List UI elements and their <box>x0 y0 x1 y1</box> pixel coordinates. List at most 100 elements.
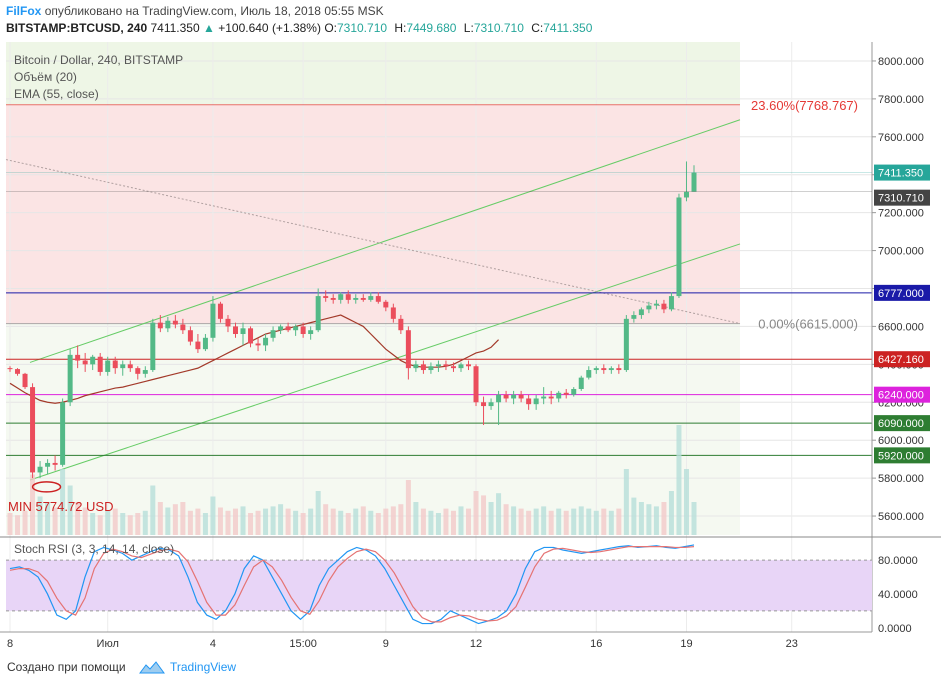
volume-bar <box>526 510 532 535</box>
candle <box>37 461 43 479</box>
candle <box>278 324 284 335</box>
candle <box>533 394 539 410</box>
candle-body <box>37 466 43 473</box>
candle <box>172 315 178 329</box>
candle <box>127 360 133 372</box>
candle-body <box>67 354 73 403</box>
volume-bar <box>428 510 434 535</box>
footer: Создано при помощи TradingView <box>0 652 941 688</box>
level-badge-label: 5920.000 <box>878 450 924 462</box>
volume-bar <box>338 510 344 535</box>
candle-body <box>571 388 577 395</box>
volume-bar <box>601 508 607 535</box>
change-arrow-icon: ▲ <box>202 21 215 35</box>
open-value: 7310.710 <box>336 21 388 35</box>
volume-bar <box>150 485 156 535</box>
candle-body <box>608 368 614 371</box>
candle-body <box>466 364 472 367</box>
candle-body <box>187 330 193 342</box>
candle-body <box>127 364 133 369</box>
volume-bar <box>165 507 171 535</box>
legend-item: Bitcoin / Dollar, 240, BITSTAMP <box>14 53 183 67</box>
candle-body <box>390 307 396 319</box>
volume-bar <box>450 510 456 535</box>
candle <box>683 161 689 202</box>
candle <box>270 326 276 342</box>
candle-body <box>22 373 28 388</box>
stoch-series-line <box>9 544 695 625</box>
published-text: опубликовано на TradingView.com, Июль 18… <box>44 4 384 18</box>
volume-bar <box>112 508 118 535</box>
time-tick-label: 16 <box>590 638 602 650</box>
tradingview-brand[interactable]: TradingView <box>170 660 237 674</box>
candle <box>263 334 269 352</box>
volume-bar <box>668 491 674 535</box>
publisher-name[interactable]: FilFox <box>6 4 42 18</box>
candle <box>345 290 351 304</box>
volume-bar <box>653 506 659 535</box>
candle <box>30 383 36 479</box>
volume-bar <box>67 485 73 535</box>
close-value: 7411.350 <box>543 21 593 35</box>
volume-bar <box>345 513 351 535</box>
level-badge <box>874 415 930 432</box>
candle-body <box>82 360 88 365</box>
level-badge-label: 6090.000 <box>878 418 924 430</box>
volume-bar <box>217 507 223 535</box>
candle-body <box>52 462 58 465</box>
price-chart[interactable]: 23.60%(7768.767) 0.00%(6615.000) MIN 5774.… <box>0 42 941 652</box>
candle <box>15 368 21 376</box>
candle-body <box>135 368 141 374</box>
level-badge-label: 6240.000 <box>878 390 924 402</box>
volume-bar <box>105 510 111 535</box>
volume-bar <box>135 513 141 535</box>
volume-bar <box>638 502 644 535</box>
price-badge-label: 7310.710 <box>878 193 924 205</box>
candle <box>308 326 314 340</box>
candle-body <box>105 360 111 372</box>
candle <box>368 292 374 302</box>
candle <box>503 390 509 403</box>
candle-body <box>526 398 532 405</box>
price-tick-label: 7200.000 <box>878 208 924 220</box>
volume-bar <box>120 513 126 535</box>
candle-body <box>232 326 238 335</box>
volume-bar <box>255 510 261 535</box>
candle-body <box>556 392 562 399</box>
candle <box>75 345 81 369</box>
volume-bar <box>248 513 254 535</box>
volume-bar <box>458 506 464 535</box>
time-tick-label: 15:00 <box>289 638 317 650</box>
candle-body <box>450 366 456 369</box>
candle-body <box>210 303 216 338</box>
candle-body <box>45 462 51 467</box>
candle-body <box>488 402 494 407</box>
volume-bar <box>511 506 517 535</box>
stoch-title: Stoch RSI (3, 3, 14, 14, close) <box>14 542 174 556</box>
candle <box>285 322 291 333</box>
candle <box>323 290 329 302</box>
candle-body <box>435 364 441 367</box>
volume-bar <box>586 508 592 535</box>
candle <box>217 301 223 323</box>
volume-bar <box>496 493 502 535</box>
candle-body <box>112 360 118 369</box>
candle <box>180 318 186 335</box>
last-price: 7411.350 <box>150 21 200 35</box>
volume-bar <box>142 510 148 535</box>
candle <box>646 301 652 314</box>
volume-bar <box>75 502 81 535</box>
volume-bar <box>187 510 193 535</box>
candle-body <box>413 364 419 369</box>
stoch-tick-label: 80.0000 <box>878 555 918 567</box>
tradingview-logo-icon[interactable] <box>139 659 165 675</box>
created-with-text: Создано при помощи <box>7 660 126 674</box>
volume-bar <box>7 513 13 535</box>
stoch-band <box>6 560 872 611</box>
volume-bar <box>488 502 494 535</box>
volume-bar <box>608 510 614 535</box>
candle <box>150 318 156 372</box>
volume-bar <box>533 508 539 535</box>
price-tick-label: 6000.000 <box>878 435 924 447</box>
candle <box>450 362 456 372</box>
